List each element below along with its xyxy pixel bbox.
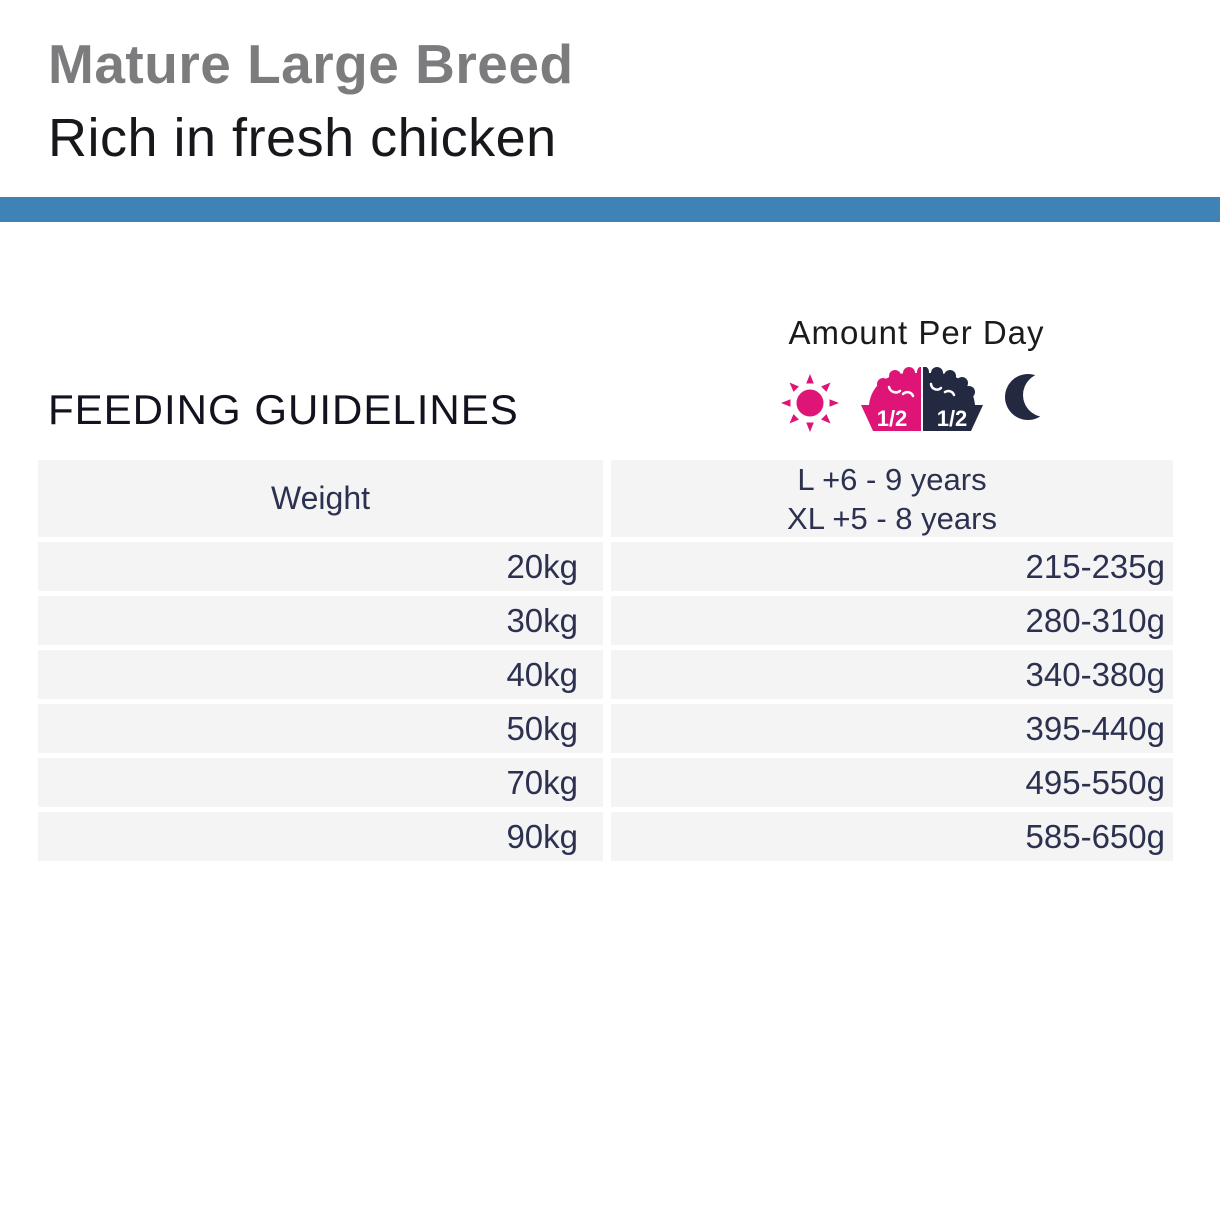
section-title: FEEDING GUIDELINES (48, 386, 519, 433)
weight-cell: 40kg (38, 650, 603, 699)
bowl-evening-fraction-label: 1/2 (936, 406, 967, 431)
weight-cell: 90kg (38, 812, 603, 861)
product-title: Mature Large Breed (48, 33, 574, 95)
feeding-table: Weight L +6 - 9 years XL +5 - 8 years 20… (38, 460, 1173, 861)
weight-header-cell: Weight (38, 460, 603, 537)
amount-cell: 495-550g (611, 758, 1173, 807)
amount-header-line2: XL +5 - 8 years (787, 500, 997, 536)
weight-cell: 70kg (38, 758, 603, 807)
amount-header-line1: L +6 - 9 years (797, 461, 987, 497)
amount-cell: 215-235g (611, 542, 1173, 591)
bowl-morning-fraction-label: 1/2 (876, 406, 907, 431)
amount-cell: 340-380g (611, 650, 1173, 699)
product-subtitle: Rich in fresh chicken (48, 108, 557, 168)
half-bowl-icon: 1/2 1/2 (847, 367, 997, 438)
accent-bar (0, 197, 1220, 222)
amount-header-cell: L +6 - 9 years XL +5 - 8 years (611, 460, 1173, 537)
amount-cell: 280-310g (611, 596, 1173, 645)
weight-cell: 30kg (38, 596, 603, 645)
amount-per-day-label: Amount Per Day (788, 314, 1045, 351)
weight-cell: 20kg (38, 542, 603, 591)
feeding-schedule-icons: 1/2 1/2 (660, 367, 1173, 438)
weight-cell: 50kg (38, 704, 603, 753)
sun-icon (779, 369, 841, 438)
amount-cell: 585-650g (611, 812, 1173, 861)
moon-icon (1004, 373, 1067, 426)
amount-cell: 395-440g (611, 704, 1173, 753)
